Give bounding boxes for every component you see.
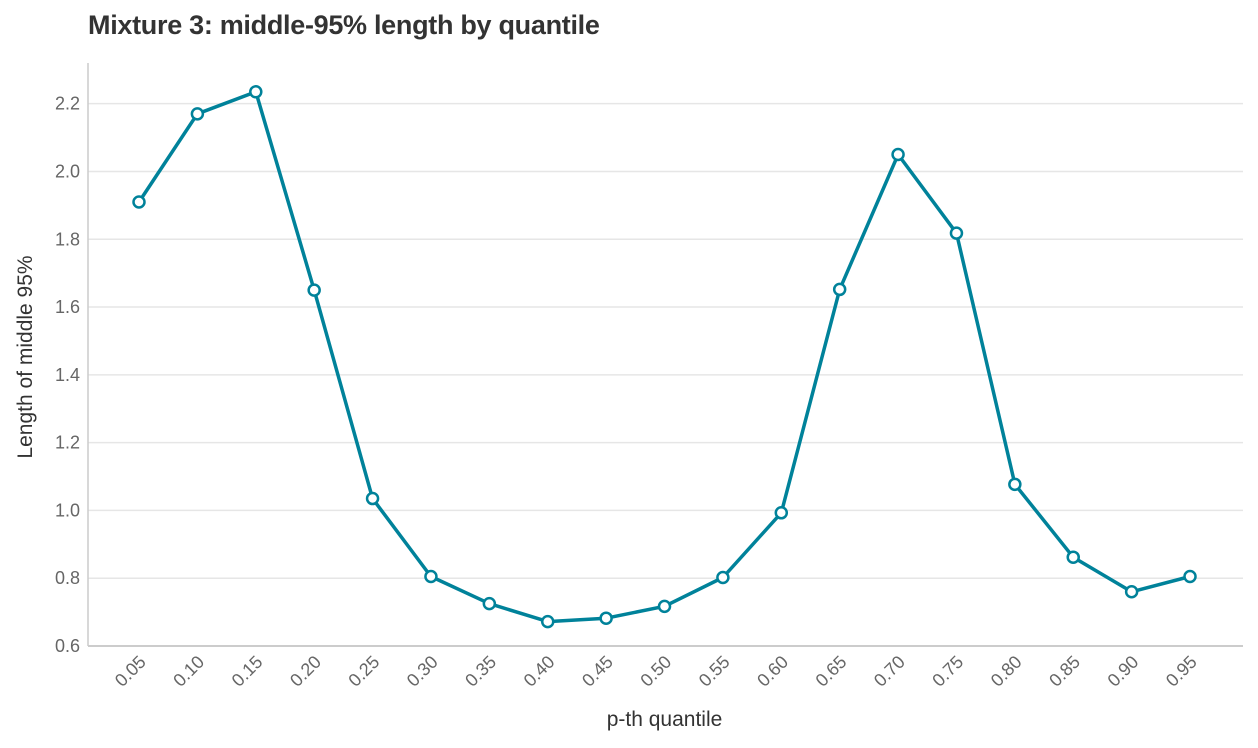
y-tick-label: 1.8	[55, 229, 80, 249]
y-tick-label: 0.8	[55, 568, 80, 588]
data-point	[1066, 550, 1080, 564]
data-point	[891, 147, 905, 162]
data-point	[424, 569, 438, 584]
x-tick-label: 0.20	[286, 652, 325, 691]
data-point	[774, 506, 789, 520]
x-tick-label: 0.60	[753, 652, 792, 691]
x-tick-label: 0.55	[695, 652, 734, 691]
x-tick-label: 0.45	[578, 652, 617, 691]
y-tick-label: 1.0	[55, 500, 80, 520]
y-tick-label: 2.0	[55, 161, 80, 181]
x-tick-label: 0.75	[928, 652, 967, 691]
x-tick-label: 0.70	[870, 652, 909, 691]
data-point	[1124, 585, 1139, 599]
data-point	[657, 599, 672, 614]
data-point	[482, 596, 497, 611]
x-tick-label: 0.10	[169, 652, 208, 691]
x-tick-label: 0.95	[1162, 652, 1201, 691]
x-tick-labels: 0.05 0.10 0.15 0.20 0.25 0.30 0.35 0.40 0.45 0.50…	[111, 652, 1201, 691]
data-point	[832, 282, 847, 297]
data-point	[599, 611, 613, 625]
data-point	[307, 283, 321, 297]
x-tick-label: 0.50	[636, 652, 675, 691]
x-tick-label: 0.40	[520, 652, 559, 691]
x-tick-label: 0.85	[1045, 652, 1084, 691]
data-point	[190, 107, 205, 121]
grid-lines	[88, 102, 1243, 579]
data-point	[1183, 569, 1197, 584]
x-axis-title: p-th quantile	[607, 708, 723, 731]
x-tick-label: 0.65	[812, 652, 851, 691]
y-tick-label: 1.6	[55, 297, 80, 317]
data-point	[716, 570, 730, 585]
x-tick-label: 0.25	[344, 652, 383, 691]
data-point	[249, 85, 263, 99]
x-tick-label: 0.80	[987, 652, 1026, 691]
x-tick-label: 0.30	[403, 652, 442, 691]
y-axis-title: Length of middle 95%	[14, 255, 37, 458]
x-tick-label: 0.90	[1104, 652, 1143, 691]
series-layer	[132, 85, 1197, 629]
data-point	[949, 226, 964, 240]
y-tick-label: 2.2	[55, 94, 80, 114]
y-tick-labels: 0.6 0.8 1.0 1.2 1.4 1.6 1.8 2.0 2.2	[55, 94, 80, 656]
y-tick-label: 1.4	[55, 365, 80, 385]
chart-title: Mixture 3: middle-95% length by quantile	[88, 10, 600, 40]
x-tick-label: 0.05	[111, 652, 150, 691]
y-tick-label: 1.2	[55, 433, 80, 453]
x-tick-label: 0.15	[228, 652, 267, 691]
y-tick-label: 0.6	[55, 636, 80, 656]
x-tick-label: 0.35	[461, 652, 500, 691]
data-point	[132, 195, 146, 209]
data-point	[1008, 477, 1022, 492]
data-point	[365, 491, 380, 506]
data-point	[540, 614, 555, 629]
